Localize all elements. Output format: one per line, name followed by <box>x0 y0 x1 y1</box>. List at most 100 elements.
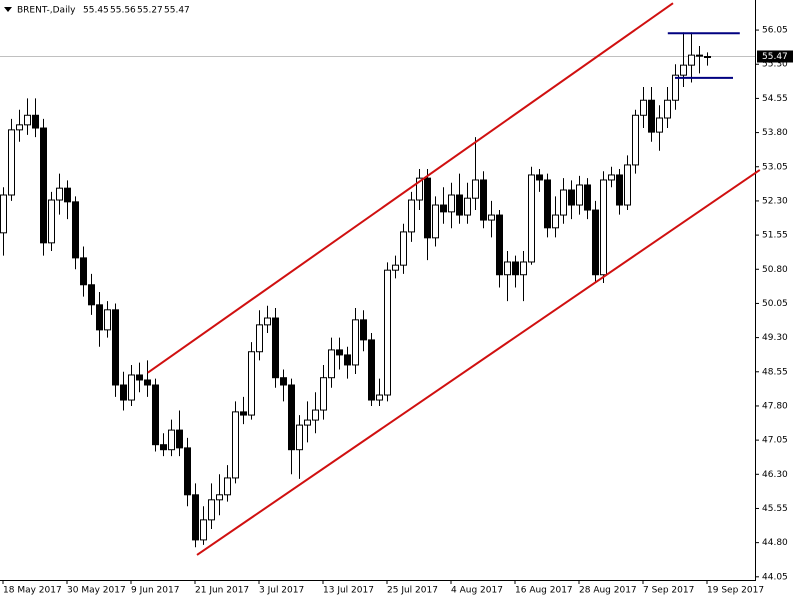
y-tick-label: 45.55 <box>762 504 788 514</box>
candle-body <box>432 204 439 239</box>
candle-body <box>160 444 167 451</box>
candle-body <box>320 377 327 411</box>
trendline <box>196 169 761 556</box>
candle-body <box>232 411 239 479</box>
candle-body <box>352 319 359 366</box>
x-tick-label: 18 May 2017 <box>3 586 62 596</box>
candle-body <box>128 374 135 401</box>
candle-body <box>424 177 431 239</box>
candle-body <box>112 309 119 386</box>
candle-body <box>72 201 79 259</box>
candle-body <box>16 124 23 131</box>
candle-body <box>392 264 399 271</box>
menu-icon[interactable] <box>4 7 12 12</box>
y-tick-label: 53.05 <box>762 162 788 172</box>
candle-body <box>152 384 159 446</box>
candle-body <box>416 177 423 201</box>
y-tick-label: 56.05 <box>762 26 788 36</box>
y-tick-label: 50.80 <box>762 265 788 275</box>
candle-body <box>56 187 63 201</box>
candle-body <box>224 477 231 496</box>
candle-body <box>64 187 71 203</box>
x-tick-label: 3 Jul 2017 <box>259 586 304 596</box>
candle-body <box>616 174 623 206</box>
candle-body <box>528 174 535 263</box>
candle-body <box>648 99 655 133</box>
candle-body <box>200 519 207 541</box>
price-label: 55.47 <box>762 52 788 62</box>
candle-body <box>440 204 447 213</box>
candle-body <box>624 164 631 206</box>
x-tick-label: 13 Jul 2017 <box>323 586 374 596</box>
candle-body <box>672 74 679 101</box>
y-tick-label: 53.80 <box>762 128 788 138</box>
candle-body <box>328 349 335 379</box>
candle-body <box>568 189 575 206</box>
candle-body <box>104 309 111 331</box>
candle-body <box>176 429 183 449</box>
candle-body <box>480 179 487 221</box>
candle-body <box>144 379 151 386</box>
candle-body <box>80 257 87 286</box>
candle-body <box>208 499 215 521</box>
candle-body <box>512 261 519 276</box>
candle-body <box>688 54 695 66</box>
candle-body <box>576 184 583 206</box>
candle-body <box>544 179 551 229</box>
header-value: 55.47 <box>164 6 190 16</box>
x-tick-label: 19 Sep 2017 <box>707 586 764 596</box>
candle-body <box>24 114 31 126</box>
candle-body <box>552 214 559 229</box>
x-tick-label: 7 Sep 2017 <box>643 586 694 596</box>
x-tick-label: 21 Jun 2017 <box>195 586 249 596</box>
candle-body <box>96 304 103 331</box>
candle-body <box>136 374 143 381</box>
candle-body <box>464 197 471 216</box>
y-tick-label: 48.55 <box>762 367 788 377</box>
candle-body <box>288 384 295 451</box>
candle-body <box>584 184 591 211</box>
candle-body <box>280 377 287 386</box>
y-tick-label: 54.55 <box>762 94 788 104</box>
candle-body <box>192 494 199 541</box>
candle-body <box>600 179 607 276</box>
y-tick-label: 52.30 <box>762 196 788 206</box>
candle-body <box>496 214 503 276</box>
y-tick-label: 51.55 <box>762 231 788 241</box>
y-tick-label: 50.05 <box>762 299 788 309</box>
candle-body <box>536 174 543 181</box>
candle-body <box>0 194 7 234</box>
x-tick-label: 30 May 2017 <box>67 586 126 596</box>
header-value: 55.27 <box>137 6 163 16</box>
x-tick-label: 25 Jul 2017 <box>387 586 438 596</box>
candle-body <box>184 447 191 496</box>
candle-body <box>520 261 527 276</box>
candle-body <box>560 189 567 216</box>
candle-body <box>256 324 263 353</box>
candle-body <box>488 214 495 221</box>
candle-body <box>264 317 271 326</box>
candle-body <box>8 129 15 196</box>
candle-body <box>656 117 663 133</box>
candle-body <box>408 199 415 233</box>
x-tick-label: 16 Aug 2017 <box>515 586 573 596</box>
candle-body <box>168 429 175 451</box>
candle-body <box>304 419 311 426</box>
candle-body <box>32 114 39 129</box>
candle-body <box>344 354 351 366</box>
candle-body <box>504 261 511 276</box>
symbol-label: BRENT-,Daily <box>17 6 76 16</box>
candle-body <box>216 494 223 501</box>
candle-body <box>248 351 255 416</box>
y-tick-label: 47.80 <box>762 401 788 411</box>
y-tick-label: 55.30 <box>762 60 788 70</box>
candle-body <box>592 209 599 276</box>
candle-body <box>400 231 407 266</box>
x-tick-label: 4 Aug 2017 <box>451 586 503 596</box>
candle-body <box>384 269 391 396</box>
candle-body <box>296 424 303 451</box>
candle-body <box>632 114 639 166</box>
candle-body <box>272 317 279 379</box>
